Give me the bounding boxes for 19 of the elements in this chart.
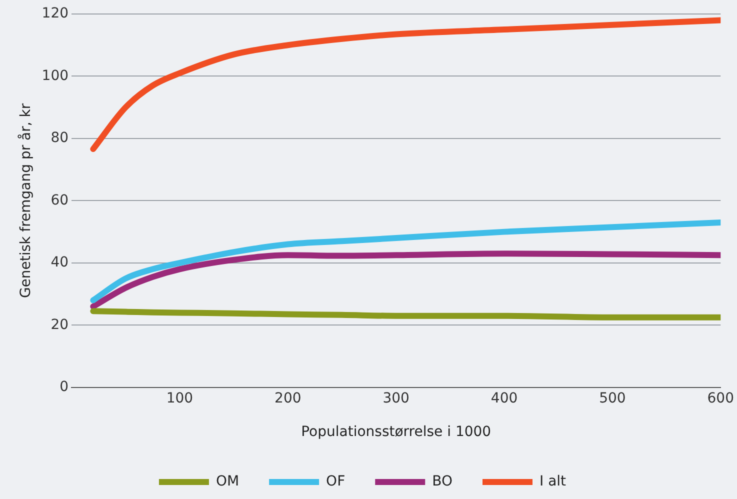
x-tick-label: 300	[382, 390, 410, 406]
x-tick-label: 500	[599, 390, 626, 406]
legend-label: I alt	[540, 474, 567, 490]
x-tick-label: 200	[274, 390, 302, 406]
legend-label: BO	[432, 474, 453, 490]
y-tick-label: 0	[60, 379, 69, 396]
x-tick-label: 100	[166, 390, 194, 406]
y-tick-label: 20	[50, 316, 69, 333]
legend-label: OF	[326, 474, 346, 490]
y-tick-label: 100	[42, 68, 69, 84]
x-tick-label: 400	[490, 390, 518, 406]
y-tick-label: 60	[50, 192, 69, 208]
x-axis-title: Populationsstørrelse i 1000	[301, 424, 492, 440]
y-tick-label: 80	[50, 130, 69, 146]
y-tick-label: 120	[42, 6, 69, 22]
y-tick-label: 40	[50, 254, 69, 271]
x-tick-label: 600	[707, 390, 734, 406]
y-axis-title: Genetisk fremgang pr år, kr	[17, 103, 34, 298]
legend-label: OM	[216, 474, 240, 490]
